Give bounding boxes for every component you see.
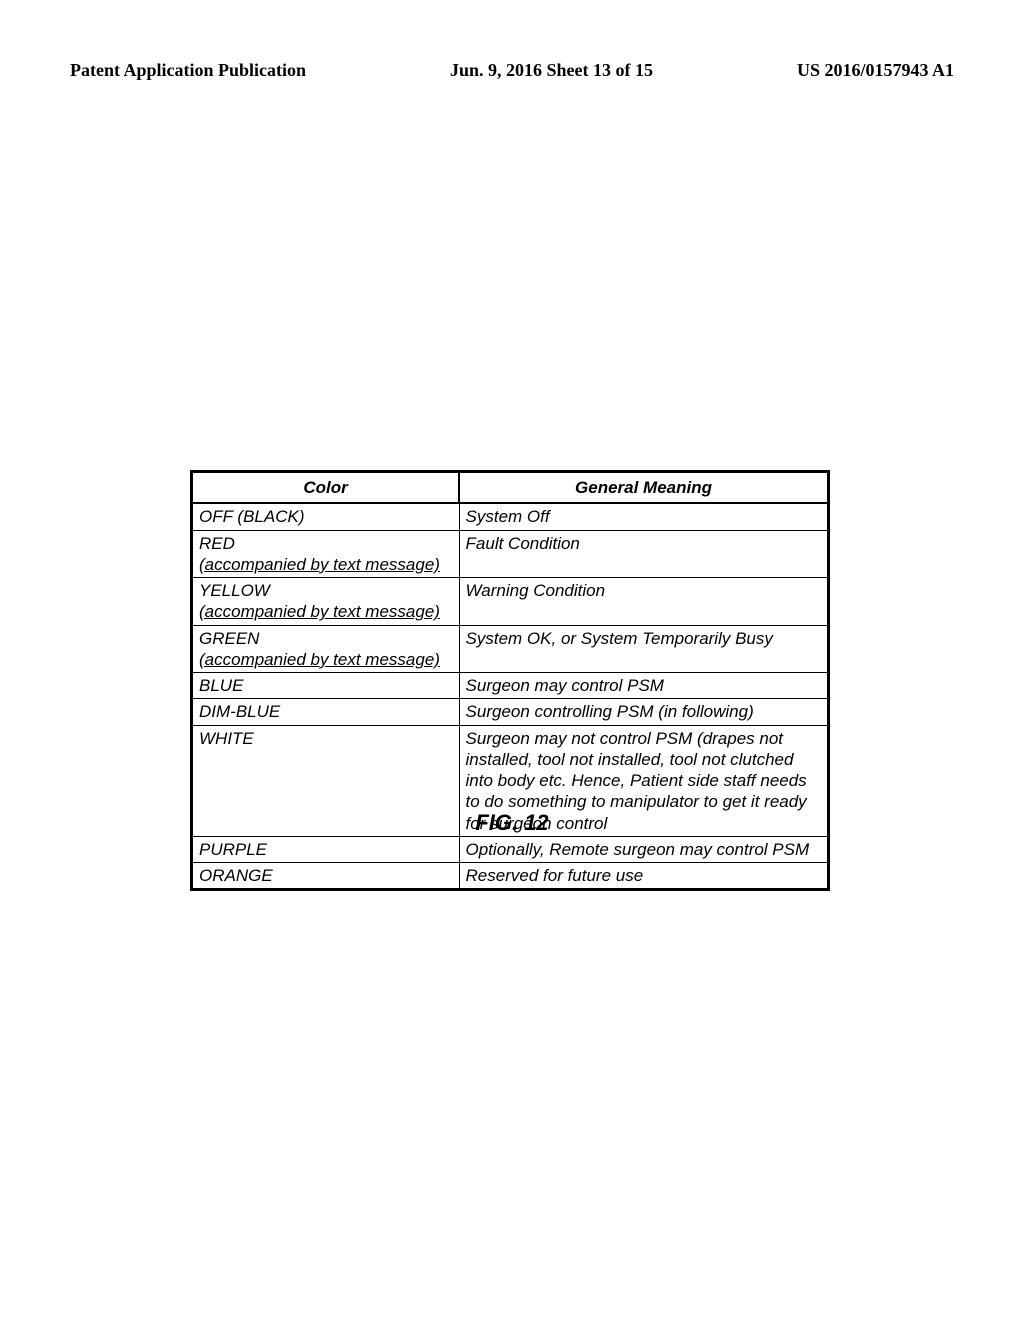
color-subtext: (accompanied by text message) <box>199 601 453 622</box>
color-name: DIM-BLUE <box>199 702 280 721</box>
table-row: GREEN(accompanied by text message)System… <box>192 625 829 673</box>
color-cell: DIM-BLUE <box>192 699 460 725</box>
color-cell: OFF (BLACK) <box>192 503 460 530</box>
table-row: BLUE Surgeon may control PSM <box>192 673 829 699</box>
table-header-row: Color General Meaning <box>192 472 829 504</box>
meaning-cell: System OK, or System Temporarily Busy <box>459 625 828 673</box>
color-cell: RED(accompanied by text message) <box>192 530 460 578</box>
color-cell: YELLOW(accompanied by text message) <box>192 578 460 626</box>
color-cell: ORANGE <box>192 863 460 890</box>
color-name: PURPLE <box>199 840 267 859</box>
meaning-cell: Reserved for future use <box>459 863 828 890</box>
color-name: OFF (BLACK) <box>199 507 304 526</box>
meaning-cell: Warning Condition <box>459 578 828 626</box>
table-row: YELLOW(accompanied by text message)Warni… <box>192 578 829 626</box>
table-row: OFF (BLACK) System Off <box>192 503 829 530</box>
color-cell: PURPLE <box>192 836 460 862</box>
header-left: Patent Application Publication <box>70 60 306 81</box>
table-row: ORANGE Reserved for future use <box>192 863 829 890</box>
figure-label: FIG. 12 <box>0 810 1024 836</box>
color-name: YELLOW <box>199 581 270 600</box>
color-cell: GREEN(accompanied by text message) <box>192 625 460 673</box>
color-name: RED <box>199 534 235 553</box>
meaning-cell: System Off <box>459 503 828 530</box>
column-header-meaning: General Meaning <box>459 472 828 504</box>
meaning-cell: Optionally, Remote surgeon may control P… <box>459 836 828 862</box>
page-header: Patent Application Publication Jun. 9, 2… <box>0 60 1024 81</box>
meaning-cell: Surgeon controlling PSM (in following) <box>459 699 828 725</box>
column-header-color: Color <box>192 472 460 504</box>
header-center: Jun. 9, 2016 Sheet 13 of 15 <box>450 60 653 81</box>
meaning-cell: Surgeon may control PSM <box>459 673 828 699</box>
color-name: BLUE <box>199 676 243 695</box>
meaning-cell: Fault Condition <box>459 530 828 578</box>
color-cell: BLUE <box>192 673 460 699</box>
table-row: RED(accompanied by text message)Fault Co… <box>192 530 829 578</box>
color-name: WHITE <box>199 729 254 748</box>
color-subtext: (accompanied by text message) <box>199 649 453 670</box>
header-right: US 2016/0157943 A1 <box>797 60 954 81</box>
table-row: DIM-BLUE Surgeon controlling PSM (in foll… <box>192 699 829 725</box>
color-name: ORANGE <box>199 866 273 885</box>
table-row: PURPLE Optionally, Remote surgeon may con… <box>192 836 829 862</box>
color-name: GREEN <box>199 629 259 648</box>
color-subtext: (accompanied by text message) <box>199 554 453 575</box>
